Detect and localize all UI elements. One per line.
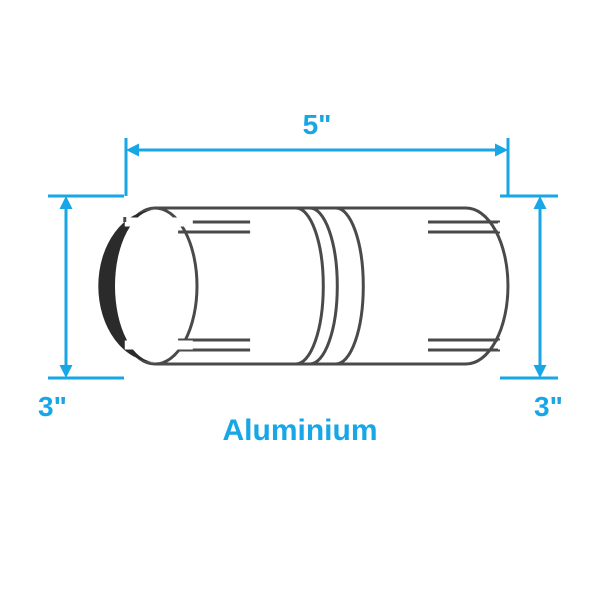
left-diameter-label: 3" xyxy=(38,391,67,422)
tube-body xyxy=(98,208,510,364)
length-label: 5" xyxy=(303,109,332,140)
material-label: Aluminium xyxy=(223,414,378,447)
tube-dimension-diagram: 5" 3" 3" Aluminium xyxy=(0,0,600,600)
right-diameter-label: 3" xyxy=(534,391,563,422)
